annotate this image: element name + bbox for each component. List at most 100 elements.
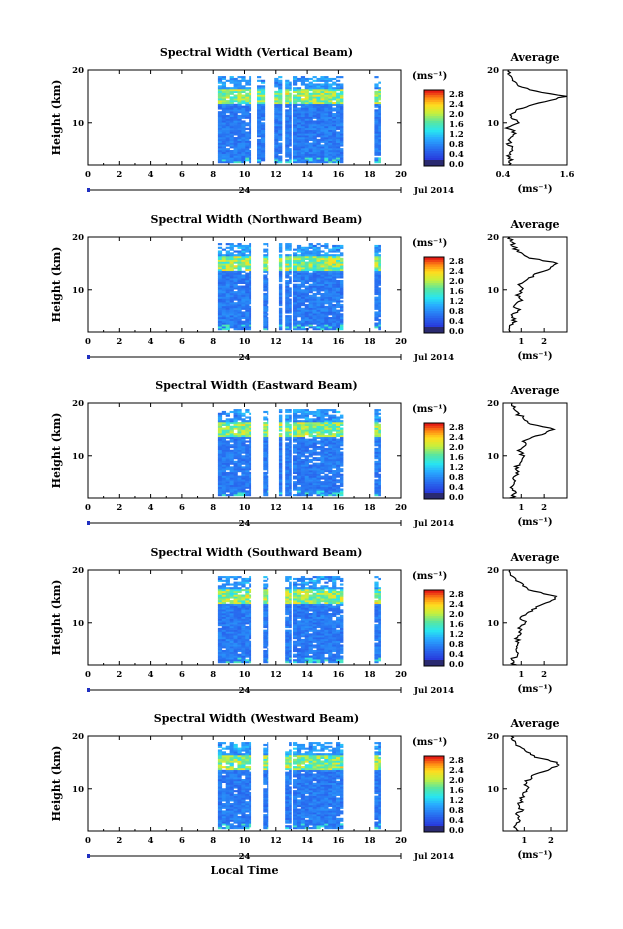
heatmap-cell (289, 479, 292, 482)
heatmap-cell (293, 81, 298, 84)
heatmap-cell (312, 447, 317, 451)
heatmap-cell (308, 429, 313, 432)
heatmap-cell (316, 146, 321, 149)
heatmap-cell (285, 644, 290, 647)
heatmap-cell (339, 103, 344, 106)
heatmap-cell (229, 259, 234, 262)
heatmap-cell (296, 409, 302, 412)
heatmap-cell (378, 296, 381, 299)
heatmap-cell (293, 640, 298, 643)
heatmap-cell (225, 451, 230, 454)
heatmap-cell (233, 142, 238, 145)
heatmap-cell (312, 622, 317, 625)
heatmap-cell (293, 155, 298, 158)
heatmap-cell (300, 133, 306, 136)
heatmap-cell (316, 109, 321, 112)
heatmap-cell (285, 661, 290, 664)
heatmap-cell (336, 462, 341, 465)
colorbar-swatch (424, 259, 444, 263)
heatmap-cell (316, 624, 321, 627)
heatmap-cell (308, 254, 313, 257)
colorbar-swatch (424, 266, 444, 270)
heatmap-cell (285, 479, 290, 482)
heatmap-cell (233, 661, 238, 664)
heatmap-cell (229, 157, 234, 160)
heatmap-cell (267, 596, 269, 599)
heatmap-cell (249, 254, 252, 257)
heatmap-cell (328, 120, 333, 123)
panel-1: Spectral Width (Vertical Beam)0 2 4 6 8 10 12 1… (50, 46, 574, 196)
heatmap-cell (221, 124, 227, 127)
heatmap-cell (308, 458, 313, 462)
heatmap-cell (328, 103, 333, 106)
heatmap-cell (233, 587, 238, 590)
heatmap-cell (320, 268, 325, 272)
heatmap-cell (324, 285, 329, 288)
heatmap-cell (300, 101, 306, 105)
heatmap-cell (332, 133, 337, 136)
heatmap-cell (378, 140, 381, 143)
heatmap-cell (263, 642, 268, 645)
heatmap-cell (278, 466, 283, 469)
heatmap-cell (316, 246, 321, 249)
heatmap-cell (293, 481, 298, 484)
heatmap-cell (278, 447, 283, 451)
heatmap-cell (332, 151, 337, 154)
heatmap-cell (267, 429, 269, 432)
heatmap-cell (241, 494, 246, 497)
heatmap-cell (229, 633, 234, 636)
heatmap-cell (308, 601, 313, 605)
heatmap-cell (285, 436, 290, 439)
heatmap-cell (308, 477, 313, 480)
heatmap-cell (339, 268, 344, 272)
heatmap-cell (316, 618, 321, 621)
heatmap-cell (332, 89, 337, 92)
heatmap-cell (289, 611, 292, 614)
heatmap-cell (237, 468, 242, 471)
heatmap-cell (249, 620, 252, 623)
heatmap-cell (263, 326, 268, 329)
heatmap-cell (289, 138, 292, 142)
heatmap-cell (225, 611, 230, 614)
heatmap-cell (267, 313, 269, 316)
heatmap-cell (316, 311, 321, 314)
heatmap-cell (217, 614, 223, 618)
heatmap-cell (278, 318, 283, 321)
heatmap-cell (374, 482, 379, 486)
heatmap-cell (217, 125, 223, 129)
heatmap-cell (324, 267, 329, 270)
heatmap-cell (285, 131, 290, 134)
heatmap-cell (312, 479, 317, 482)
heatmap-cell (241, 98, 246, 101)
heatmap-cell (312, 427, 317, 430)
colorbar-swatch (424, 467, 444, 471)
heatmap-cell (241, 581, 246, 584)
heatmap-cell (237, 157, 242, 160)
heatmap-cell (233, 96, 238, 99)
colorbar-tick-label: 1.6 (449, 120, 464, 130)
heatmap-cell (320, 270, 325, 273)
heatmap-cell (245, 131, 250, 134)
heatmap-cell (374, 444, 379, 447)
heatmap-cell (260, 105, 266, 108)
heatmap-cell (289, 103, 292, 106)
heatmap-cell (249, 471, 252, 475)
heatmap-cell (260, 107, 266, 110)
heatmap-cell (289, 638, 292, 642)
heatmap-cell (241, 107, 246, 110)
heatmap-cell (312, 246, 317, 249)
heatmap-cell (320, 278, 325, 281)
heatmap-cell (293, 320, 298, 323)
heatmap-cell (249, 153, 252, 156)
heatmap-cell (332, 87, 337, 90)
heatmap-cell (324, 447, 329, 451)
heatmap-cell (263, 601, 268, 605)
heatmap-cell (316, 451, 321, 454)
heatmap-cell (328, 458, 333, 462)
heatmap-cell (320, 105, 325, 108)
heatmap-cell (308, 625, 313, 629)
heatmap-cell (229, 243, 234, 246)
heatmap-cell (278, 473, 283, 476)
heatmap-cell (221, 142, 227, 145)
heatmap-cell (336, 274, 341, 277)
